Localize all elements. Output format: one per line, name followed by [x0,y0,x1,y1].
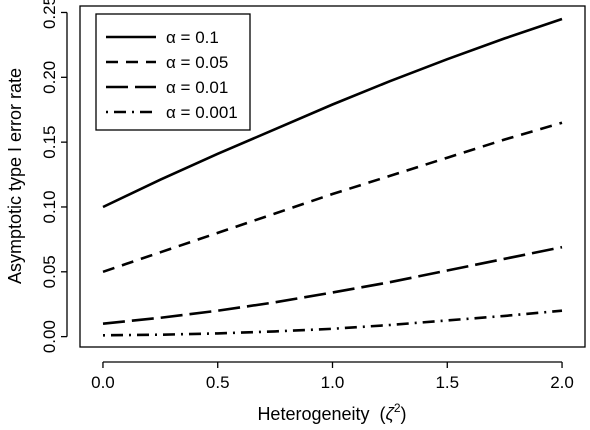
series-line-3 [102,245,563,325]
series-line-2 [102,121,563,274]
x-axis: 0.0 0.5 1.0 1.5 2.0 [91,361,574,392]
x-tick-label: 1.5 [435,373,459,392]
legend-box [95,13,251,131]
series-layer [102,17,563,337]
y-tick-label: 0.25 [40,0,59,29]
x-tick-label: 0.0 [91,373,115,392]
plot-frame [79,5,586,348]
legend-label-3: α = 0.01 [166,78,228,97]
legend-label-1: α = 0.1 [166,28,219,47]
legend: α = 0.1 α = 0.05 α = 0.01 α = 0.001 [95,13,251,131]
series-line-1 [102,17,563,209]
y-axis-title: Asymptotic type I error rate [5,68,25,284]
x-tick-label: 0.5 [206,373,230,392]
y-tick-label: 0.05 [40,255,59,288]
x-tick-label: 1.0 [321,373,345,392]
y-tick-label: 0.20 [40,61,59,94]
y-tick-label: 0.10 [40,190,59,223]
legend-label-4: α = 0.001 [166,103,238,122]
y-tick-label: 0.00 [40,320,59,353]
legend-label-2: α = 0.05 [166,53,228,72]
x-axis-title: Heterogeneity (ζ2) [257,401,406,424]
y-tick-label: 0.15 [40,126,59,159]
x-tick-label: 2.0 [550,373,574,392]
y-axis: 0.00 0.05 0.10 0.15 0.20 0.25 [40,0,68,353]
series-line-4 [102,309,563,337]
